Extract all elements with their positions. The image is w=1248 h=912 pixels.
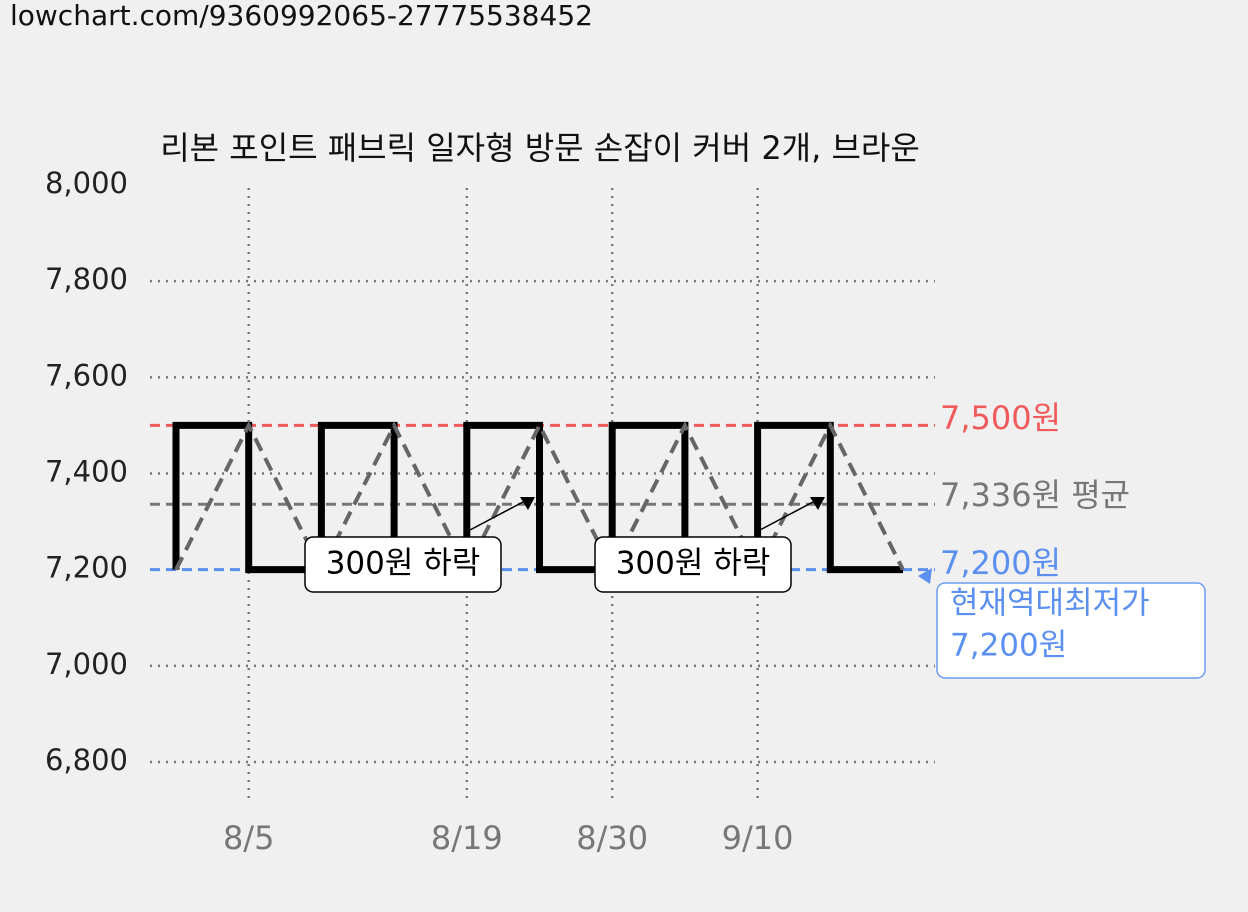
arrow-head xyxy=(520,497,535,510)
y-tick-label: 7,000 xyxy=(45,647,128,681)
y-tick-label: 7,800 xyxy=(45,262,128,296)
annotation-arrow xyxy=(469,501,524,531)
reference-label: 7,200원 xyxy=(940,544,1061,582)
annotation-arrow xyxy=(759,501,814,531)
y-tick-label: 8,000 xyxy=(45,166,128,200)
chart-title: 리본 포인트 패브릭 일자형 방문 손잡이 커버 2개, 브라운 xyxy=(160,129,920,167)
x-tick-label: 8/30 xyxy=(576,819,648,857)
note-arrow xyxy=(918,568,932,584)
reference-label: 7,336원 평균 xyxy=(940,476,1130,514)
trend-line xyxy=(174,420,905,575)
x-tick-label: 8/19 xyxy=(431,819,503,857)
source-url: lowchart.com/9360992065-27775538452 xyxy=(10,0,593,32)
annotation-box xyxy=(594,536,792,593)
y-tick-label: 7,400 xyxy=(45,455,128,489)
reference-label: 7,500원 xyxy=(940,399,1061,437)
x-tick-label: 9/10 xyxy=(722,819,794,857)
y-tick-label: 6,800 xyxy=(45,743,128,777)
y-tick-label: 7,200 xyxy=(45,551,128,585)
note-box xyxy=(936,582,1206,679)
annotation-text: 300원 하락 xyxy=(616,546,771,582)
step-line xyxy=(172,421,903,574)
y-tick-label: 7,600 xyxy=(45,358,128,392)
arrow-head xyxy=(810,497,825,510)
x-tick-label: 8/5 xyxy=(223,819,275,857)
note-text: 현재역대최저가 xyxy=(950,586,1150,622)
annotation-text: 300원 하락 xyxy=(326,546,481,582)
annotation-box xyxy=(304,536,502,593)
note-text: 7,200원 xyxy=(950,628,1067,664)
